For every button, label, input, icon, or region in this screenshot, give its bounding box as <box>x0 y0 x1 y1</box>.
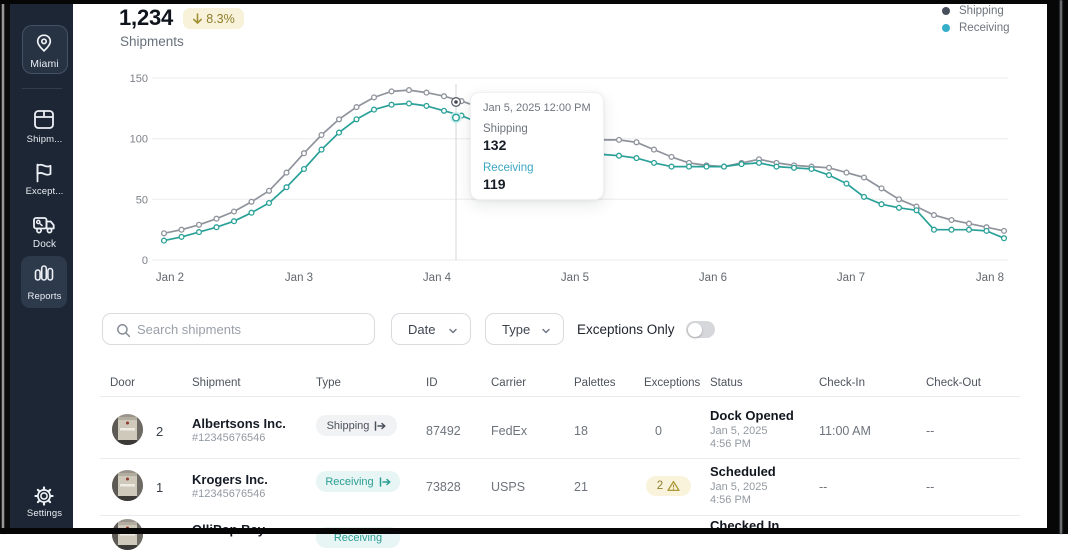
svg-text:Jan 5: Jan 5 <box>561 272 589 284</box>
svg-text:Jan 3: Jan 3 <box>285 272 313 284</box>
svg-text:Jan 6: Jan 6 <box>699 272 727 284</box>
svg-text:0: 0 <box>142 255 148 267</box>
svg-text:150: 150 <box>130 73 148 85</box>
svg-text:Jan 8: Jan 8 <box>976 272 1004 284</box>
svg-text:Jan 2: Jan 2 <box>156 272 184 284</box>
svg-text:Jan 4: Jan 4 <box>423 272 452 284</box>
svg-text:Jan 7: Jan 7 <box>837 272 865 284</box>
svg-text:100: 100 <box>130 134 148 146</box>
svg-text:50: 50 <box>136 194 148 206</box>
